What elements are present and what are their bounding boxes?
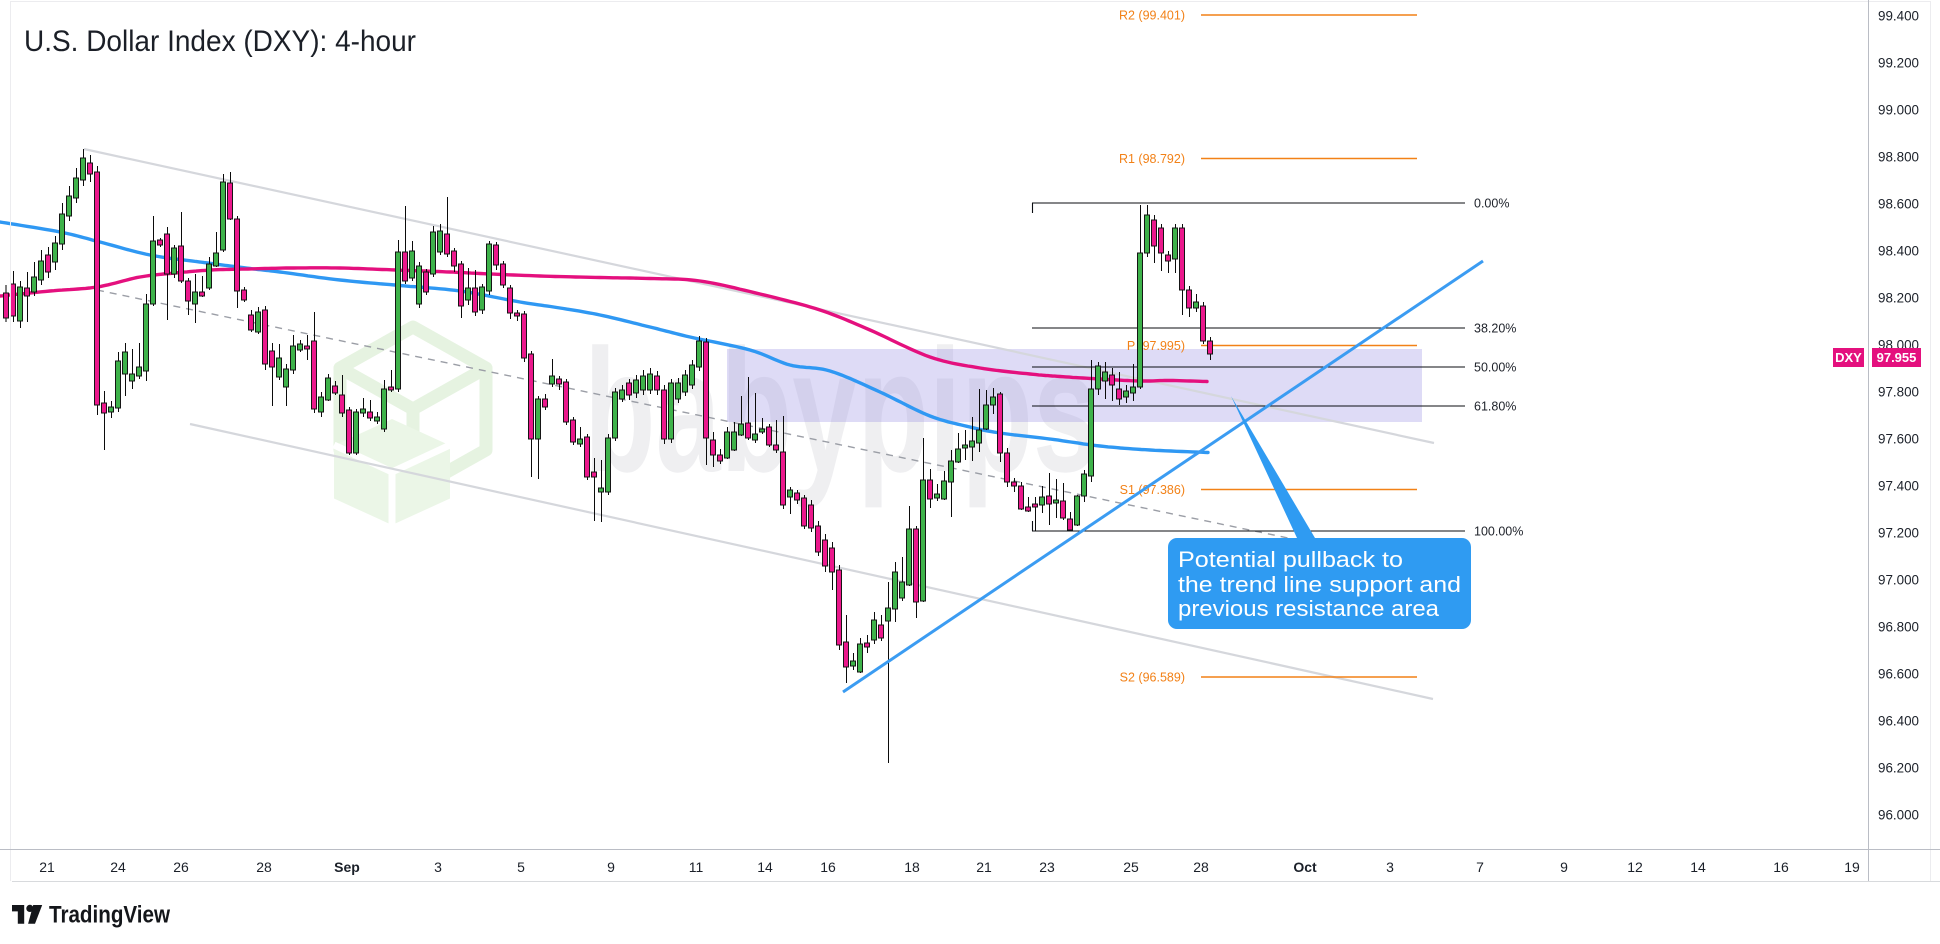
svg-text:50.00%: 50.00%: [1474, 361, 1516, 375]
svg-text:99.200: 99.200: [1878, 55, 1919, 71]
svg-text:19: 19: [1844, 859, 1860, 875]
svg-text:97.200: 97.200: [1878, 525, 1919, 541]
svg-text:97.800: 97.800: [1878, 384, 1919, 400]
svg-text:Sep: Sep: [334, 859, 360, 875]
svg-text:3: 3: [434, 859, 442, 875]
svg-text:16: 16: [1773, 859, 1789, 875]
svg-text:R2 (99.401): R2 (99.401): [1119, 9, 1185, 23]
svg-text:96.200: 96.200: [1878, 760, 1919, 776]
svg-text:R1 (98.792): R1 (98.792): [1119, 152, 1185, 166]
svg-text:99.000: 99.000: [1878, 102, 1919, 118]
svg-text:P (97.995): P (97.995): [1127, 339, 1185, 353]
svg-text:previous resistance area: previous resistance area: [1178, 596, 1440, 621]
svg-text:DXY: DXY: [1835, 350, 1862, 365]
svg-text:0.00%: 0.00%: [1474, 197, 1509, 211]
svg-text:5: 5: [517, 859, 525, 875]
svg-text:11: 11: [689, 859, 704, 875]
svg-text:U.S. Dollar Index (DXY): 4-hou: U.S. Dollar Index (DXY): 4-hour: [24, 25, 416, 58]
svg-text:26: 26: [173, 859, 189, 875]
svg-text:100.00%: 100.00%: [1474, 525, 1523, 539]
svg-text:16: 16: [820, 859, 836, 875]
svg-text:98.600: 98.600: [1878, 196, 1919, 212]
svg-text:Potential pullback to: Potential pullback to: [1178, 547, 1403, 572]
svg-text:96.400: 96.400: [1878, 713, 1919, 729]
svg-text:12: 12: [1627, 859, 1643, 875]
svg-text:97.955: 97.955: [1877, 350, 1917, 365]
svg-text:98.800: 98.800: [1878, 149, 1919, 165]
svg-text:9: 9: [1560, 859, 1568, 875]
svg-text:98.200: 98.200: [1878, 290, 1919, 306]
svg-text:14: 14: [757, 859, 773, 875]
svg-text:14: 14: [1690, 859, 1706, 875]
svg-text:24: 24: [110, 859, 126, 875]
svg-text:97.600: 97.600: [1878, 431, 1919, 447]
svg-text:TradingView: TradingView: [49, 902, 170, 929]
svg-text:9: 9: [607, 859, 615, 875]
svg-text:Oct: Oct: [1293, 859, 1317, 875]
svg-text:96.800: 96.800: [1878, 619, 1919, 635]
svg-text:7: 7: [1476, 859, 1484, 875]
svg-text:23: 23: [1039, 859, 1055, 875]
svg-text:96.000: 96.000: [1878, 807, 1919, 823]
svg-text:18: 18: [904, 859, 920, 875]
svg-text:21: 21: [39, 859, 55, 875]
svg-text:3: 3: [1386, 859, 1394, 875]
svg-text:S2 (96.589): S2 (96.589): [1120, 671, 1185, 685]
svg-text:28: 28: [256, 859, 272, 875]
svg-text:99.400: 99.400: [1878, 8, 1919, 24]
svg-text:21: 21: [976, 859, 992, 875]
svg-text:97.000: 97.000: [1878, 572, 1919, 588]
svg-text:61.80%: 61.80%: [1474, 400, 1516, 414]
svg-text:97.400: 97.400: [1878, 478, 1919, 494]
svg-text:the trend line support and: the trend line support and: [1178, 572, 1461, 597]
svg-text:38.20%: 38.20%: [1474, 322, 1516, 336]
svg-text:98.400: 98.400: [1878, 243, 1919, 259]
svg-text:25: 25: [1123, 859, 1139, 875]
svg-text:96.600: 96.600: [1878, 666, 1919, 682]
svg-text:28: 28: [1193, 859, 1209, 875]
